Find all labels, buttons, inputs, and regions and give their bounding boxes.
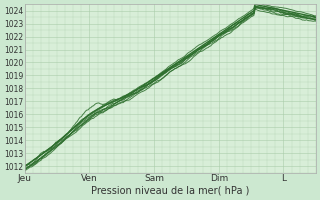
X-axis label: Pression niveau de la mer( hPa ): Pression niveau de la mer( hPa ): [91, 186, 250, 196]
